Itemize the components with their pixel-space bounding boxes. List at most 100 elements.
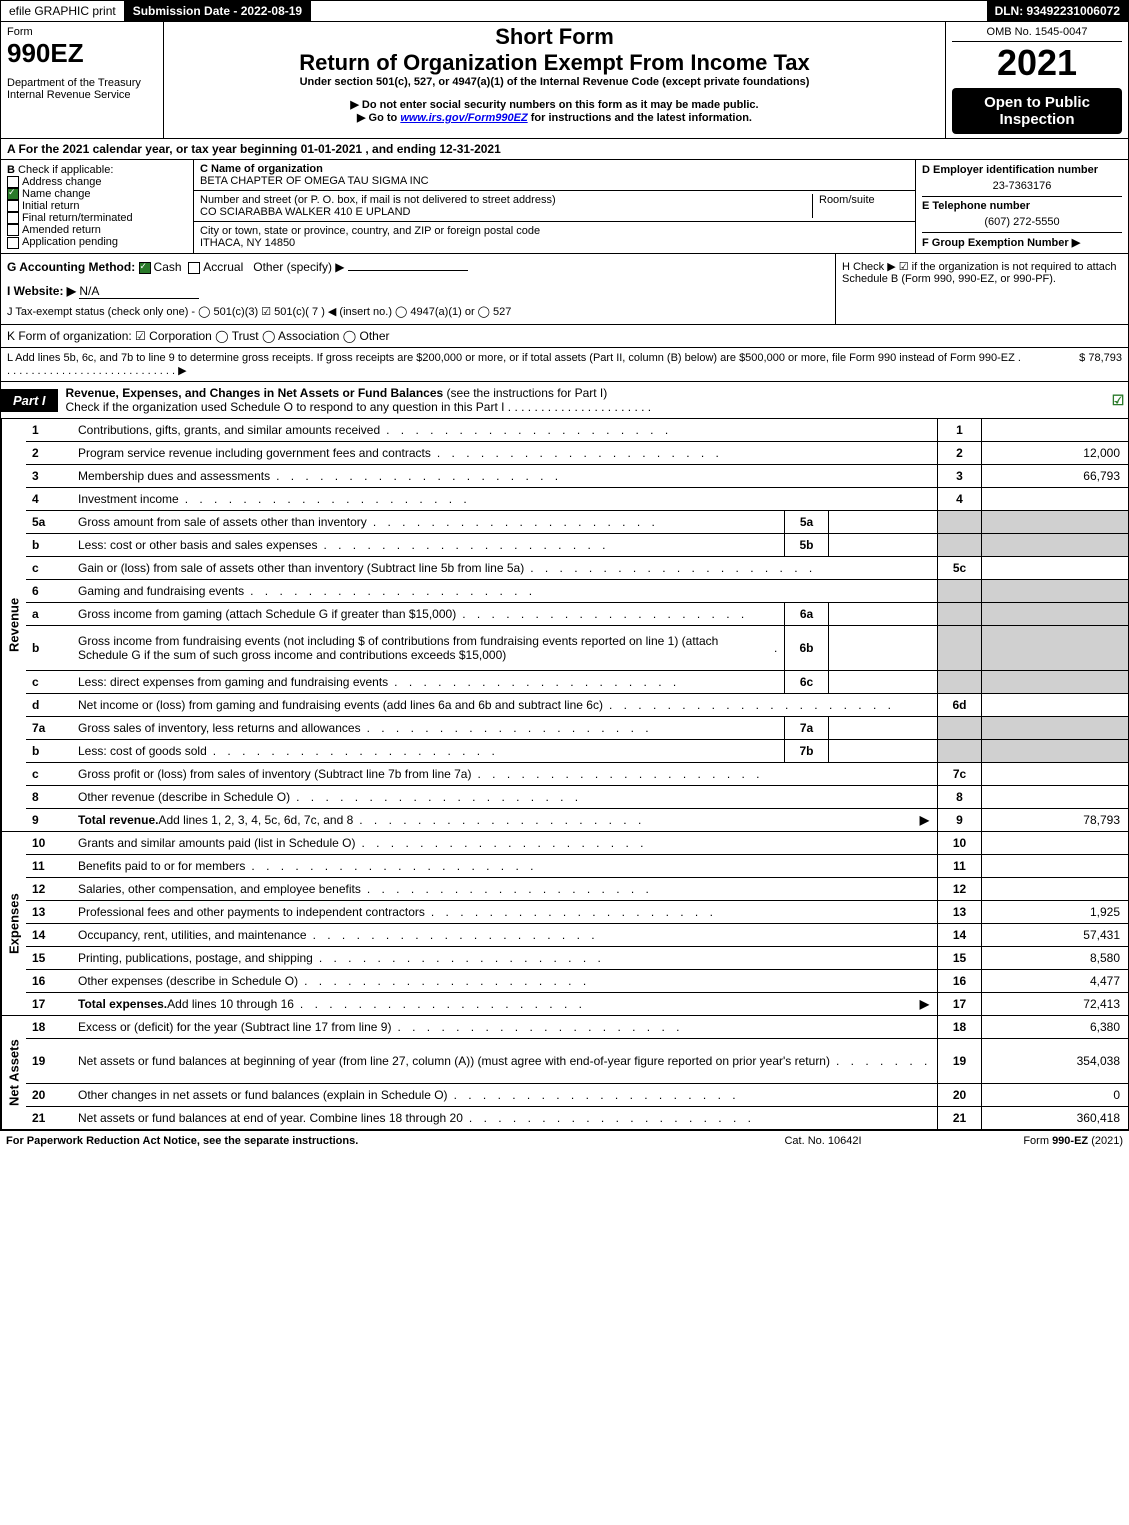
line-number: 18: [26, 1016, 74, 1038]
line-description: Gross amount from sale of assets other t…: [74, 511, 784, 533]
line-row: cGross profit or (loss) from sales of in…: [26, 763, 1128, 786]
line-description: Net assets or fund balances at beginning…: [74, 1039, 937, 1083]
line-number: d: [26, 694, 74, 716]
line-box-number: [937, 740, 981, 762]
sub-line-label: 5a: [784, 511, 828, 533]
line-box-number: 2: [937, 442, 981, 464]
line-number: 10: [26, 832, 74, 854]
line-number: a: [26, 603, 74, 625]
line-box-number: 11: [937, 855, 981, 877]
c-name-label: C Name of organization: [200, 163, 323, 175]
accrual-checkbox[interactable]: [188, 262, 200, 274]
form-version: Form 990-EZ (2021): [923, 1135, 1123, 1147]
ein-label: D Employer identification number: [922, 164, 1122, 176]
line-number: 15: [26, 947, 74, 969]
line-amount: 0: [981, 1084, 1128, 1106]
cash-checkbox[interactable]: [139, 262, 151, 274]
city-label: City or town, state or province, country…: [200, 225, 540, 237]
line-row: 5aGross amount from sale of assets other…: [26, 511, 1128, 534]
part-1-header: Part I Revenue, Expenses, and Changes in…: [0, 382, 1129, 419]
line-number: c: [26, 671, 74, 693]
line-row: 2Program service revenue including gover…: [26, 442, 1128, 465]
line-description: Investment income . . . . . . . . . . . …: [74, 488, 937, 510]
line-row: 15Printing, publications, postage, and s…: [26, 947, 1128, 970]
line-description: Total expenses. Add lines 10 through 16 …: [74, 993, 937, 1015]
line-box-number: 4: [937, 488, 981, 510]
accounting-schedule-row: G Accounting Method: Cash Accrual Other …: [0, 254, 1129, 325]
form-id-block: Form 990EZ Department of the Treasury In…: [1, 22, 164, 138]
line-row: bLess: cost of goods sold . . . . . . . …: [26, 740, 1128, 763]
line-box-number: [937, 603, 981, 625]
line-amount: 354,038: [981, 1039, 1128, 1083]
line-amount: [981, 855, 1128, 877]
line-description: Occupancy, rent, utilities, and maintena…: [74, 924, 937, 946]
line-description: Total revenue. Add lines 1, 2, 3, 4, 5c,…: [74, 809, 937, 831]
line-number: b: [26, 534, 74, 556]
org-info-grid: B Check if applicable: Address changeNam…: [0, 160, 1129, 254]
part-1-schedule-o-check[interactable]: ☑: [1108, 392, 1128, 409]
line-number: 11: [26, 855, 74, 877]
line-row: 18Excess or (deficit) for the year (Subt…: [26, 1016, 1128, 1039]
checkbox-option[interactable]: Address change: [7, 176, 187, 188]
line-row: bLess: cost or other basis and sales exp…: [26, 534, 1128, 557]
line-number: b: [26, 740, 74, 762]
line-row: 20Other changes in net assets or fund ba…: [26, 1084, 1128, 1107]
sub-line-value: [828, 626, 937, 670]
checkbox-option[interactable]: Final return/terminated: [7, 212, 187, 224]
line-box-number: [937, 534, 981, 556]
checkbox-option[interactable]: Name change: [7, 188, 187, 200]
checkbox-option[interactable]: Amended return: [7, 224, 187, 236]
form-label: Form: [7, 26, 157, 38]
ein-value: 23-7363176: [922, 176, 1122, 196]
line-number: 13: [26, 901, 74, 923]
line-row: 12Salaries, other compensation, and empl…: [26, 878, 1128, 901]
form-header: Form 990EZ Department of the Treasury In…: [0, 22, 1129, 139]
section-side-label: Expenses: [1, 832, 26, 1015]
section-side-label: Revenue: [1, 419, 26, 831]
line-amount: 78,793: [981, 809, 1128, 831]
line-description: Contributions, gifts, grants, and simila…: [74, 419, 937, 441]
line-amount: 57,431: [981, 924, 1128, 946]
goto-link[interactable]: ▶ Go to www.irs.gov/Form990EZ for instru…: [170, 111, 939, 124]
line-amount: [981, 832, 1128, 854]
section-h-schedule-b: H Check ▶ ☑ if the organization is not r…: [835, 254, 1128, 324]
line-box-number: 9: [937, 809, 981, 831]
efile-print[interactable]: efile GRAPHIC print: [1, 1, 125, 21]
addr-label: Number and street (or P. O. box, if mail…: [200, 194, 556, 206]
section-l-gross-receipts: L Add lines 5b, 6c, and 7b to line 9 to …: [0, 348, 1129, 382]
line-number: 7a: [26, 717, 74, 739]
section-g-accounting: G Accounting Method: Cash Accrual Other …: [1, 254, 835, 324]
line-amount: [981, 763, 1128, 785]
sub-line-label: 6b: [784, 626, 828, 670]
sub-line-value: [828, 511, 937, 533]
line-description: Salaries, other compensation, and employ…: [74, 878, 937, 900]
form-title-block: Short Form Return of Organization Exempt…: [164, 22, 945, 138]
line-number: 3: [26, 465, 74, 487]
sub-line-value: [828, 740, 937, 762]
line-number: 20: [26, 1084, 74, 1106]
org-city: ITHACA, NY 14850: [200, 237, 295, 249]
line-description: Gross profit or (loss) from sales of inv…: [74, 763, 937, 785]
submission-date: Submission Date - 2022-08-19: [125, 1, 311, 21]
line-number: 17: [26, 993, 74, 1015]
checkbox-option[interactable]: Application pending: [7, 236, 187, 248]
line-amount: 1,925: [981, 901, 1128, 923]
line-box-number: 18: [937, 1016, 981, 1038]
line-description: Net income or (loss) from gaming and fun…: [74, 694, 937, 716]
line-row: aGross income from gaming (attach Schedu…: [26, 603, 1128, 626]
line-amount: [981, 557, 1128, 579]
omb-number: OMB No. 1545-0047: [952, 26, 1122, 42]
sub-line-label: 7a: [784, 717, 828, 739]
org-name: BETA CHAPTER OF OMEGA TAU SIGMA INC: [200, 175, 429, 187]
checkbox-option[interactable]: Initial return: [7, 200, 187, 212]
line-number: 14: [26, 924, 74, 946]
line-box-number: [937, 511, 981, 533]
line-row: 1Contributions, gifts, grants, and simil…: [26, 419, 1128, 442]
line-row: 10Grants and similar amounts paid (list …: [26, 832, 1128, 855]
sub-line-value: [828, 671, 937, 693]
line-box-number: 5c: [937, 557, 981, 579]
room-suite-label: Room/suite: [812, 194, 909, 218]
line-box-number: [937, 717, 981, 739]
line-description: Other revenue (describe in Schedule O) .…: [74, 786, 937, 808]
line-box-number: 6d: [937, 694, 981, 716]
